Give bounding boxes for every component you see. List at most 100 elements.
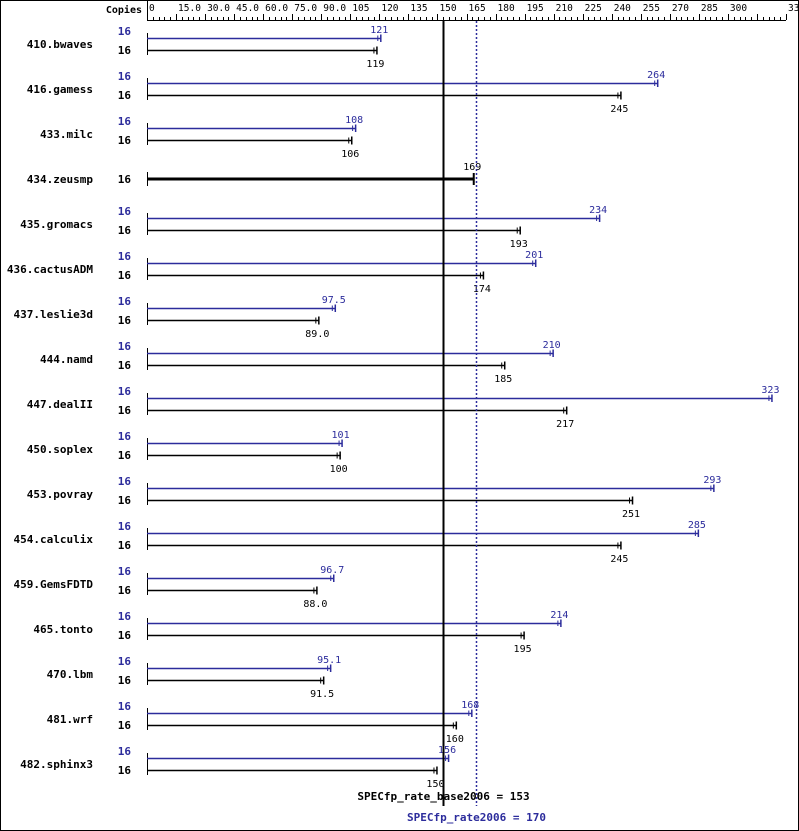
x-tick-label: 210 — [556, 3, 573, 14]
base-copies: 16 — [118, 314, 132, 327]
base-value-label: 217 — [556, 419, 574, 430]
peak-copies: 16 — [118, 430, 132, 443]
peak-value-label: 201 — [525, 250, 543, 261]
peak-value-label: 101 — [332, 430, 350, 441]
base-copies: 16 — [118, 539, 132, 552]
x-tick-label: 180 — [498, 3, 515, 14]
base-copies: 16 — [118, 134, 132, 147]
benchmark-label: 434.zeusmp — [27, 173, 94, 186]
x-tick-label: 135 — [410, 3, 427, 14]
benchmark-label: 437.leslie3d — [14, 308, 93, 321]
base-value-label: 174 — [473, 284, 491, 295]
base-copies: 16 — [118, 584, 132, 597]
benchmark-label: 465.tonto — [33, 623, 93, 636]
peak-value-label: 264 — [647, 70, 665, 81]
peak-value-label: 97.5 — [322, 295, 346, 306]
benchmark-label: 470.lbm — [47, 668, 94, 681]
peak-value-label: 234 — [589, 205, 607, 216]
peak-copies: 16 — [118, 295, 132, 308]
benchmark-label: 454.calculix — [14, 533, 94, 546]
peak-copies: 16 — [118, 520, 132, 533]
peak-copies: 16 — [118, 565, 132, 578]
x-tick-label: 75.0 — [294, 3, 317, 14]
peak-value-label: 293 — [703, 475, 721, 486]
benchmark-label: 447.dealII — [27, 398, 93, 411]
x-tick-label: 0 — [149, 3, 155, 14]
base-copies: 16 — [118, 359, 132, 372]
base-copies: 16 — [118, 173, 132, 186]
peak-value-label: 323 — [761, 385, 779, 396]
base-copies: 16 — [118, 269, 132, 282]
peak-value-label: 214 — [550, 610, 568, 621]
peak-copies: 16 — [118, 25, 132, 38]
benchmark-label: 433.milc — [40, 128, 93, 141]
base-value-label: 245 — [610, 554, 628, 565]
x-tick-label: 165 — [469, 3, 486, 14]
peak-copies: 16 — [118, 115, 132, 128]
x-tick-label: 150 — [439, 3, 456, 14]
x-tick-label: 270 — [672, 3, 689, 14]
x-tick-label: 60.0 — [265, 3, 288, 14]
x-tick-label: 45.0 — [236, 3, 259, 14]
benchmark-label: 453.povray — [27, 488, 94, 501]
peak-copies: 16 — [118, 655, 132, 668]
peak-value-label: 156 — [438, 745, 456, 756]
base-summary-label: SPECfp_rate_base2006 = 153 — [357, 790, 529, 803]
base-value-label: 245 — [610, 104, 628, 115]
base-value-label: 119 — [366, 59, 384, 70]
peak-value-label: 108 — [345, 115, 363, 126]
base-copies: 16 — [118, 89, 132, 102]
x-tick-label: 240 — [614, 3, 631, 14]
x-tick-label: 195 — [527, 3, 544, 14]
benchmark-label: 481.wrf — [47, 713, 93, 726]
peak-copies: 16 — [118, 745, 132, 758]
peak-value-label: 210 — [543, 340, 561, 351]
copies-header: Copies — [106, 4, 142, 16]
x-tick-label: 225 — [585, 3, 602, 14]
x-tick-label: 15.0 — [178, 3, 201, 14]
base-value-label: 185 — [494, 374, 512, 385]
base-value-label: 251 — [622, 509, 640, 520]
peak-copies: 16 — [118, 205, 132, 218]
base-copies: 16 — [118, 44, 132, 57]
x-tick-label: 90.0 — [323, 3, 346, 14]
benchmark-label: 435.gromacs — [20, 218, 93, 231]
peak-summary-label: SPECfp_rate2006 = 170 — [407, 811, 546, 824]
base-value-label: 169 — [463, 162, 481, 173]
x-tick-label: 285 — [701, 3, 718, 14]
benchmark-label: 482.sphinx3 — [20, 758, 93, 771]
base-value-label: 160 — [446, 734, 464, 745]
peak-value-label: 285 — [688, 520, 706, 531]
benchmark-label: 416.gamess — [27, 83, 93, 96]
base-value-label: 195 — [514, 644, 532, 655]
base-value-label: 193 — [510, 239, 528, 250]
peak-copies: 16 — [118, 250, 132, 263]
peak-value-label: 96.7 — [320, 565, 344, 576]
base-copies: 16 — [118, 449, 132, 462]
x-tick-label: 30.0 — [207, 3, 230, 14]
base-value-label: 91.5 — [310, 689, 334, 700]
x-tick-label: 120 — [381, 3, 398, 14]
base-value-label: 150 — [426, 779, 444, 790]
benchmark-label: 410.bwaves — [27, 38, 93, 51]
benchmark-label: 436.cactusADM — [7, 263, 93, 276]
x-tick-label: 330 — [788, 3, 799, 14]
peak-value-label: 168 — [461, 700, 479, 711]
base-copies: 16 — [118, 629, 132, 642]
x-tick-label: 255 — [643, 3, 660, 14]
peak-copies: 16 — [118, 610, 132, 623]
base-copies: 16 — [118, 494, 132, 507]
base-copies: 16 — [118, 719, 132, 732]
x-tick-label: 300 — [730, 3, 747, 14]
benchmark-label: 444.namd — [40, 353, 93, 366]
base-value-label: 100 — [330, 464, 348, 475]
peak-copies: 16 — [118, 475, 132, 488]
peak-copies: 16 — [118, 385, 132, 398]
base-value-label: 106 — [341, 149, 359, 160]
base-copies: 16 — [118, 404, 132, 417]
benchmark-label: 450.soplex — [27, 443, 94, 456]
base-value-label: 88.0 — [303, 599, 327, 610]
